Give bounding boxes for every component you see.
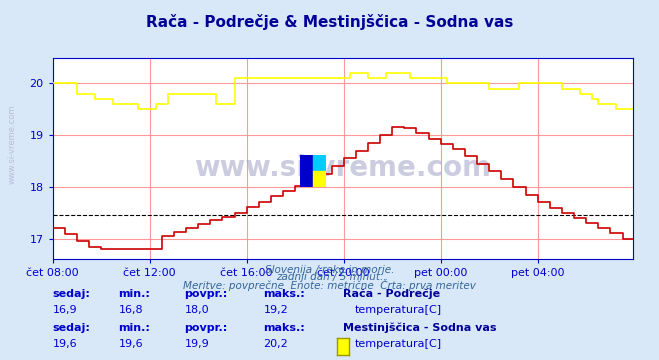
Text: 16,9: 16,9	[53, 305, 77, 315]
Text: www.si-vreme.com: www.si-vreme.com	[194, 154, 491, 183]
Text: 19,9: 19,9	[185, 339, 210, 350]
Text: www.si-vreme.com: www.si-vreme.com	[8, 104, 17, 184]
Text: Rača - Podrečje & Mestinjščica - Sodna vas: Rača - Podrečje & Mestinjščica - Sodna v…	[146, 14, 513, 30]
Bar	[300, 155, 313, 187]
Text: maks.:: maks.:	[264, 289, 305, 299]
Text: 20,2: 20,2	[264, 339, 289, 350]
Text: 18,0: 18,0	[185, 305, 209, 315]
Text: maks.:: maks.:	[264, 323, 305, 333]
Text: sedaj:: sedaj:	[53, 289, 90, 299]
Text: Meritve: povprečne  Enote: metrične  Črta: prva meritev: Meritve: povprečne Enote: metrične Črta:…	[183, 279, 476, 291]
Text: povpr.:: povpr.:	[185, 289, 228, 299]
Text: zadnji dan / 5 minut.: zadnji dan / 5 minut.	[276, 272, 383, 282]
Bar	[313, 171, 326, 187]
Text: 16,8: 16,8	[119, 305, 143, 315]
Text: sedaj:: sedaj:	[53, 323, 90, 333]
Text: min.:: min.:	[119, 323, 150, 333]
Text: 19,6: 19,6	[119, 339, 143, 350]
Text: min.:: min.:	[119, 289, 150, 299]
Text: Rača - Podrečje: Rača - Podrečje	[343, 288, 440, 299]
Text: 19,2: 19,2	[264, 305, 289, 315]
Text: temperatura[C]: temperatura[C]	[355, 339, 442, 350]
Text: Slovenija / reke in morje.: Slovenija / reke in morje.	[265, 265, 394, 275]
Text: temperatura[C]: temperatura[C]	[355, 305, 442, 315]
Text: 19,6: 19,6	[53, 339, 77, 350]
Text: povpr.:: povpr.:	[185, 323, 228, 333]
Bar	[313, 155, 326, 171]
Text: Mestinjščica - Sodna vas: Mestinjščica - Sodna vas	[343, 323, 496, 333]
